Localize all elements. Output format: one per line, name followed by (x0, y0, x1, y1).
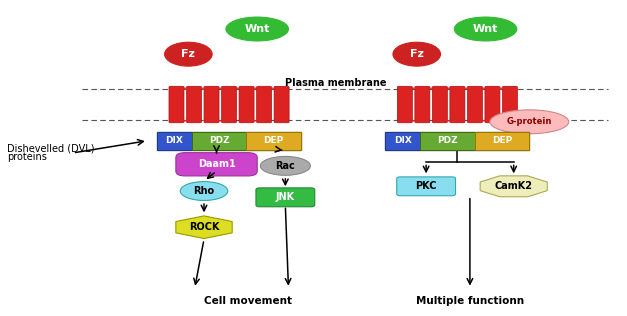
FancyBboxPatch shape (157, 131, 301, 150)
FancyBboxPatch shape (467, 86, 482, 123)
Text: Daam1: Daam1 (198, 159, 235, 169)
FancyBboxPatch shape (433, 86, 448, 123)
FancyBboxPatch shape (415, 86, 430, 123)
Text: DIX: DIX (394, 136, 412, 145)
Text: Fz: Fz (410, 49, 424, 59)
Polygon shape (176, 216, 232, 239)
FancyBboxPatch shape (386, 131, 529, 150)
Ellipse shape (260, 156, 310, 175)
Text: CamK2: CamK2 (495, 181, 533, 191)
Ellipse shape (490, 110, 569, 134)
FancyBboxPatch shape (485, 86, 500, 123)
FancyBboxPatch shape (239, 86, 254, 123)
FancyBboxPatch shape (157, 131, 192, 150)
FancyBboxPatch shape (502, 86, 517, 123)
Text: proteins: proteins (7, 152, 47, 162)
Ellipse shape (455, 17, 517, 41)
Ellipse shape (393, 42, 441, 66)
Text: PKC: PKC (415, 181, 437, 191)
FancyBboxPatch shape (176, 153, 257, 176)
Text: Cell movement: Cell movement (204, 296, 292, 306)
Text: G-protein: G-protein (507, 117, 552, 126)
Polygon shape (480, 176, 547, 197)
Text: DEP: DEP (492, 136, 512, 145)
FancyBboxPatch shape (420, 131, 475, 150)
FancyBboxPatch shape (274, 86, 289, 123)
FancyBboxPatch shape (186, 86, 201, 123)
Text: Wnt: Wnt (473, 24, 498, 34)
FancyBboxPatch shape (256, 188, 315, 207)
FancyBboxPatch shape (386, 131, 420, 150)
Text: Fz: Fz (181, 49, 196, 59)
FancyBboxPatch shape (246, 131, 301, 150)
Ellipse shape (226, 17, 288, 41)
FancyBboxPatch shape (475, 131, 529, 150)
FancyBboxPatch shape (450, 86, 465, 123)
Ellipse shape (165, 42, 212, 66)
FancyBboxPatch shape (221, 86, 236, 123)
Ellipse shape (180, 182, 228, 200)
Text: Rac: Rac (275, 161, 295, 171)
Text: Multiple functionn: Multiple functionn (416, 296, 524, 306)
Text: Plasma membrane: Plasma membrane (285, 77, 386, 88)
Text: Dishevelled (DVL): Dishevelled (DVL) (7, 143, 95, 154)
FancyBboxPatch shape (256, 86, 271, 123)
Text: Wnt: Wnt (245, 24, 270, 34)
Text: PDZ: PDZ (209, 136, 229, 145)
Text: DIX: DIX (166, 136, 183, 145)
Text: DEP: DEP (263, 136, 284, 145)
FancyBboxPatch shape (204, 86, 219, 123)
FancyBboxPatch shape (169, 86, 184, 123)
Text: JNK: JNK (276, 192, 295, 202)
FancyBboxPatch shape (398, 86, 413, 123)
Text: Rho: Rho (194, 186, 214, 196)
FancyBboxPatch shape (192, 131, 246, 150)
Text: PDZ: PDZ (437, 136, 458, 145)
FancyBboxPatch shape (397, 177, 455, 196)
Text: ROCK: ROCK (189, 222, 219, 232)
